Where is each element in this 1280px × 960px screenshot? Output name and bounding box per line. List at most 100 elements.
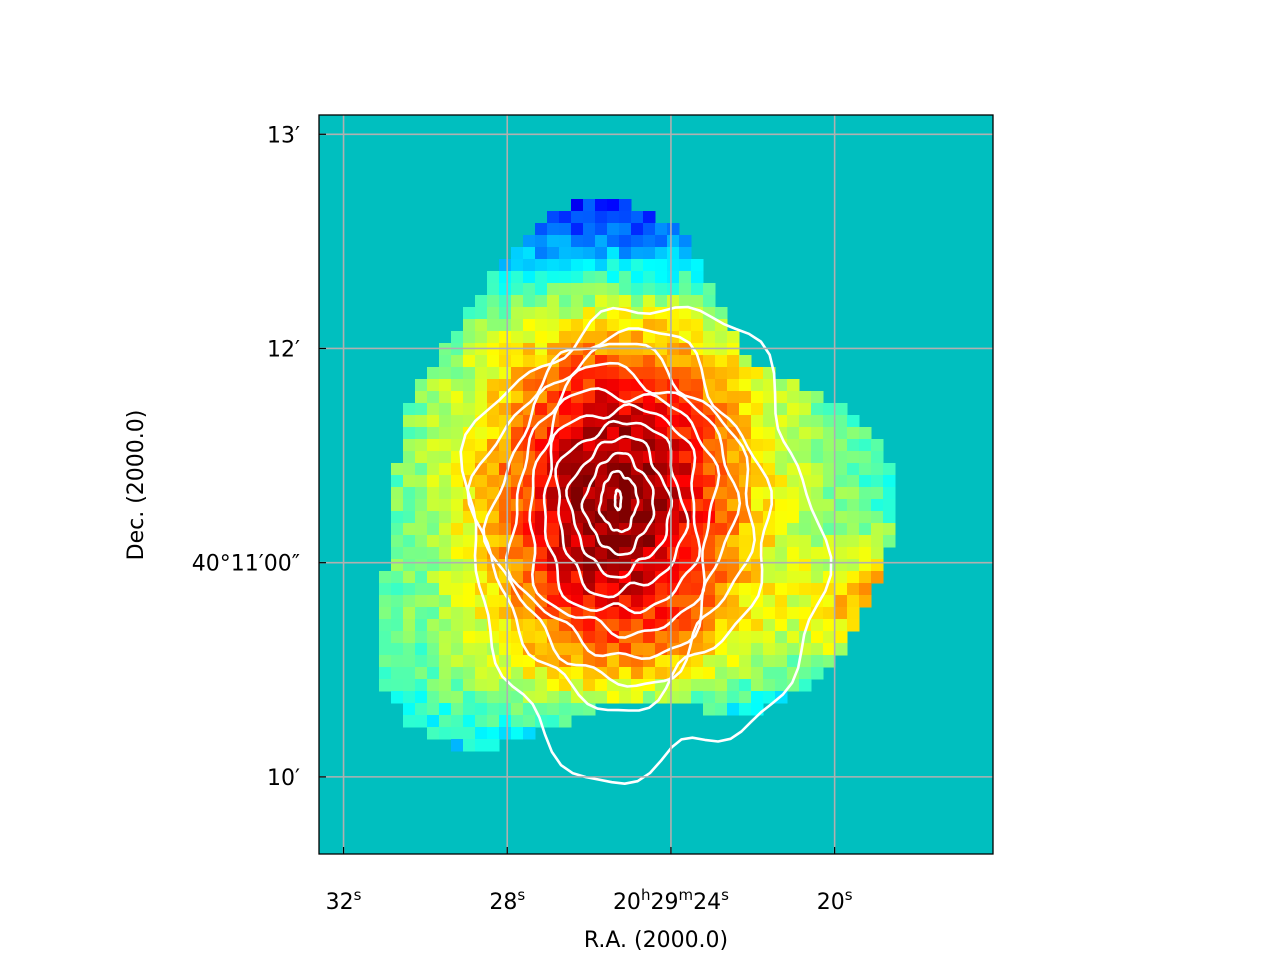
heatmap-cell (691, 367, 704, 380)
heatmap-cell (523, 547, 536, 560)
heatmap-cell (511, 655, 524, 668)
heatmap-cell (691, 451, 704, 464)
heatmap-cell (559, 247, 572, 260)
heatmap-cell (847, 535, 860, 548)
heatmap-cell (487, 583, 500, 596)
heatmap-cell (427, 619, 440, 632)
heatmap-cell (859, 487, 872, 500)
heatmap-cell (763, 451, 776, 464)
heatmap-cell (715, 331, 728, 344)
heatmap-cell (547, 499, 560, 512)
heatmap-cell (451, 631, 464, 644)
heatmap-cell (667, 235, 680, 248)
heatmap-cell (619, 655, 632, 668)
heatmap-cell (619, 691, 632, 704)
heatmap-cell (499, 367, 512, 380)
heatmap-cell (751, 475, 764, 488)
heatmap-cell (523, 295, 536, 308)
heatmap-cell (439, 727, 452, 740)
heatmap-cell (583, 439, 596, 452)
heatmap-cell (727, 691, 740, 704)
heatmap-cell (607, 427, 620, 440)
heatmap-cell (559, 703, 572, 716)
heatmap-cell (487, 463, 500, 476)
heatmap-cell (667, 607, 680, 620)
heatmap-cell (619, 271, 632, 284)
heatmap-cell (799, 415, 812, 428)
heatmap-cell (883, 499, 896, 512)
heatmap-cell (463, 643, 476, 656)
heatmap-cell (667, 223, 680, 236)
heatmap-cell (499, 439, 512, 452)
heatmap-cell (847, 571, 860, 584)
heatmap-cell (439, 367, 452, 380)
heatmap-cell (775, 403, 788, 416)
heatmap-cell (655, 379, 668, 392)
heatmap-cell (631, 451, 644, 464)
heatmap-cell (451, 715, 464, 728)
heatmap-cell (487, 487, 500, 500)
heatmap-cell (463, 391, 476, 404)
heatmap-cell (763, 583, 776, 596)
heatmap-cell (643, 667, 656, 680)
heatmap-cell (667, 655, 680, 668)
heatmap-cell (643, 679, 656, 692)
heatmap-cell (835, 607, 848, 620)
heatmap-cell (415, 499, 428, 512)
heatmap-cell (427, 499, 440, 512)
heatmap-cell (439, 547, 452, 560)
heatmap-cell (823, 619, 836, 632)
heatmap-cell (439, 715, 452, 728)
heatmap-cell (535, 535, 548, 548)
heatmap-cell (511, 463, 524, 476)
heatmap-cell (499, 379, 512, 392)
heatmap-cell (583, 211, 596, 224)
heatmap-cell (607, 259, 620, 272)
x-tick-label: 32s (326, 886, 362, 915)
heatmap-cell (571, 223, 584, 236)
heatmap-cell (403, 439, 416, 452)
heatmap-cell (595, 211, 608, 224)
heatmap-cell (439, 403, 452, 416)
heatmap-cell (799, 547, 812, 560)
heatmap-cell (487, 703, 500, 716)
heatmap-cell (727, 499, 740, 512)
heatmap-cell (415, 679, 428, 692)
heatmap-cell (511, 295, 524, 308)
heatmap-cell (547, 511, 560, 524)
heatmap-cell (487, 595, 500, 608)
heatmap-cell (463, 667, 476, 680)
heatmap-cell (679, 451, 692, 464)
heatmap-cell (451, 331, 464, 344)
heatmap-cell (763, 391, 776, 404)
heatmap-cell (451, 499, 464, 512)
heatmap-cell (451, 655, 464, 668)
heatmap-cell (607, 355, 620, 368)
heatmap-cell (835, 523, 848, 536)
heatmap-cell (523, 331, 536, 344)
heatmap-cell (487, 331, 500, 344)
heatmap-cell (451, 619, 464, 632)
heatmap-cell (751, 631, 764, 644)
heatmap-cell (679, 283, 692, 296)
heatmap-cell (823, 631, 836, 644)
heatmap-cell (667, 427, 680, 440)
heatmap-cell (415, 475, 428, 488)
heatmap-cell (427, 715, 440, 728)
heatmap-cell (799, 523, 812, 536)
heatmap-cell (631, 247, 644, 260)
heatmap-cell (595, 283, 608, 296)
heatmap-cell (523, 667, 536, 680)
heatmap-cell (487, 391, 500, 404)
heatmap-cell (403, 571, 416, 584)
heatmap-cell (439, 703, 452, 716)
heatmap-cell (523, 679, 536, 692)
heatmap-cell (379, 619, 392, 632)
heatmap-cell (631, 475, 644, 488)
heatmap-cell (595, 199, 608, 212)
heatmap-cell (631, 235, 644, 248)
x-tick-label: 20h29m24s (613, 886, 729, 915)
heatmap-cell (703, 475, 716, 488)
heatmap-cell (727, 403, 740, 416)
heatmap-cell (427, 703, 440, 716)
